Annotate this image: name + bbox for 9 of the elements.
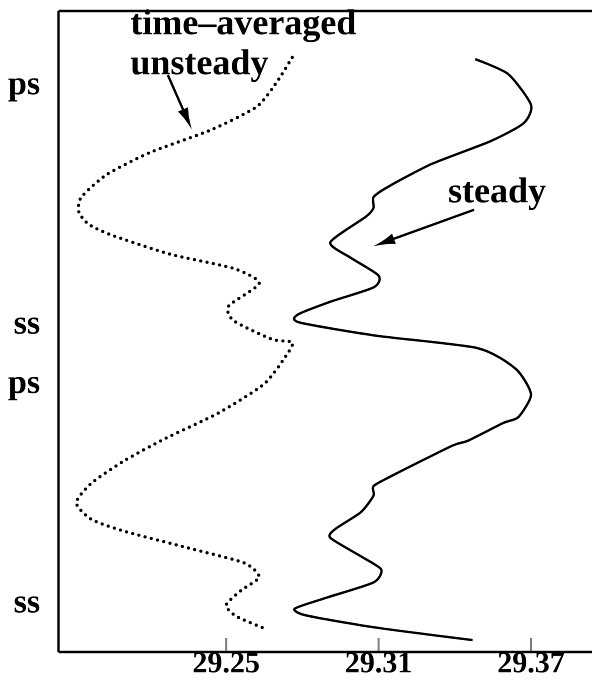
x-tick-label: 29.37 bbox=[498, 652, 564, 673]
text: ps bbox=[8, 78, 40, 102]
text: ps bbox=[8, 376, 40, 400]
x-tick-label: 29.25 bbox=[194, 652, 259, 673]
annotation: time–averaged unsteady bbox=[130, 9, 356, 82]
x-tick-label: 29.31 bbox=[346, 652, 411, 673]
annotation: steady bbox=[449, 177, 546, 210]
text: ss bbox=[14, 318, 40, 334]
text: ss bbox=[14, 596, 40, 613]
